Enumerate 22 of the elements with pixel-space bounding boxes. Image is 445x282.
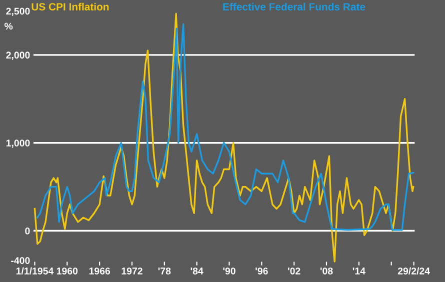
y-tick-label: -400 [11,257,30,264]
y-tick-label: 2,500 [6,8,30,16]
x-tick-label: 1/1/1954 [16,267,54,275]
x-tick-label: 1972 [122,268,142,274]
x-tick-label: 1966 [89,268,110,274]
x-tick-label: 29/2/24 [398,267,430,275]
line-series [34,12,414,262]
y-tick-label: 1,000 [6,140,30,148]
x-tick-label: '08 [320,268,333,274]
x-tick-label: '14 [352,268,366,274]
x-tick-label: 1960 [56,268,78,274]
x-tick-label: '84 [190,268,204,274]
x-tick-label: '78 [158,268,171,274]
y-axis-title: % [4,22,13,30]
x-tick-label: '90 [223,268,236,274]
text: Effective Federal Funds Rate [223,2,366,10]
y-tick-label: 2,000 [6,52,30,60]
x-tick-label: '96 [256,268,268,274]
line-series [36,23,414,231]
x-tick-label: '02 [288,268,300,274]
y-tick-label: 0 [25,227,30,234]
text: US CPI Inflation [32,2,109,10]
